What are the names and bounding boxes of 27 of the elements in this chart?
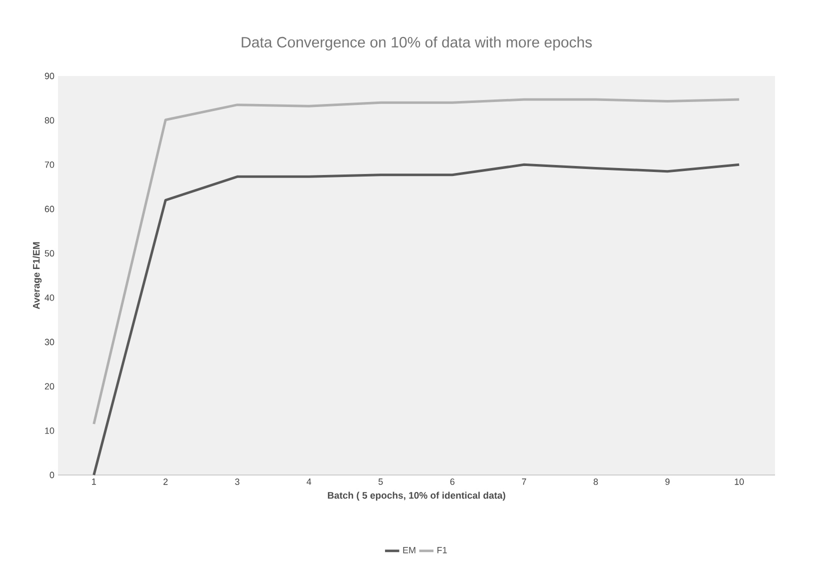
- y-tick-label: 80: [44, 117, 54, 124]
- x-tick-label: 10: [734, 478, 744, 485]
- y-axis-title: Average F1/EM: [32, 242, 42, 310]
- chart-title: Data Convergence on 10% of data with more epochs: [242, 36, 592, 51]
- line-series: [92, 98, 740, 426]
- y-tick-label: 40: [44, 294, 54, 301]
- x-tick-label: 4: [306, 478, 312, 485]
- x-tick-label: 9: [665, 478, 670, 485]
- legend-label: F1: [437, 547, 447, 554]
- y-tick-label: 50: [44, 250, 54, 257]
- x-axis-title: Batch ( 5 epochs, 10% of identical data): [328, 492, 506, 501]
- x-tick-label: 6: [450, 478, 454, 485]
- x-tick-label: 5: [378, 478, 383, 485]
- y-tick-label: 30: [44, 338, 54, 346]
- x-tick-label: 7: [522, 478, 526, 485]
- x-tick-label: 8: [594, 478, 598, 485]
- y-tick-label: 10: [45, 427, 54, 434]
- x-tick-label: 3: [235, 478, 240, 485]
- y-tick-label: 0: [50, 472, 54, 478]
- y-tick-label: 70: [44, 161, 54, 168]
- legend-label: EM: [403, 547, 416, 554]
- x-tick-label: 2: [164, 478, 168, 485]
- y-tick-label: 60: [44, 206, 54, 212]
- y-tick-label: 20: [44, 383, 54, 390]
- x-tick-label: 1: [92, 478, 96, 485]
- y-tick-label: 90: [44, 72, 54, 80]
- line-series: [92, 163, 740, 476]
